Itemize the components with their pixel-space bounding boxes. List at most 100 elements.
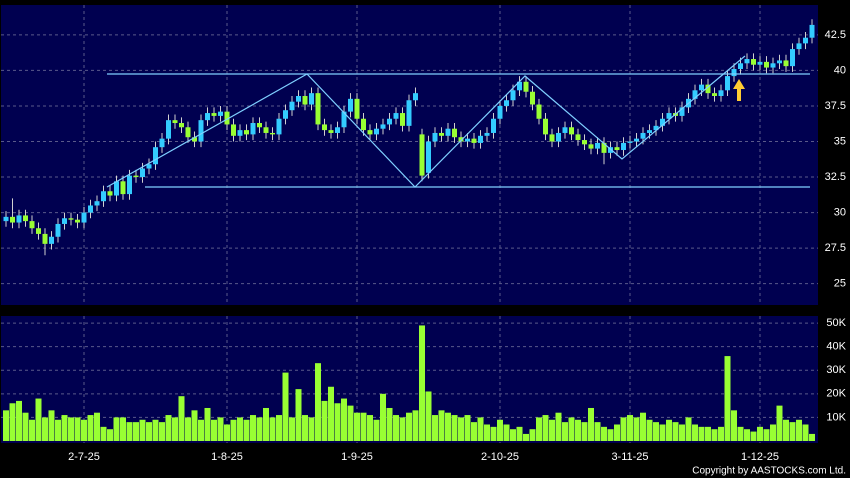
volume-bar (347, 405, 354, 441)
volume-bar (74, 417, 81, 441)
volume-bar (393, 415, 399, 441)
volume-bar (276, 415, 282, 441)
volume-bar (490, 426, 497, 441)
volume-bar (471, 422, 477, 441)
y-tick-label: 35 (834, 135, 846, 147)
volume-bar (620, 417, 627, 441)
volume-bar (789, 422, 796, 441)
candle-body (270, 132, 275, 135)
candle-body (166, 120, 171, 139)
candle-body (660, 118, 665, 126)
price-panel (1, 5, 818, 305)
candle-body (582, 140, 587, 145)
volume-bar (451, 415, 458, 441)
volume-bar (737, 426, 744, 441)
x-tick-label: 1-12-25 (741, 451, 779, 463)
candle-body (88, 205, 93, 213)
volume-bar (61, 415, 68, 441)
candle-body (367, 130, 373, 135)
y-tick-label: 42.5 (825, 29, 846, 41)
candle-body (536, 104, 542, 119)
candle-body (744, 59, 750, 64)
candle-body (413, 93, 418, 101)
y-tick-label: 32.5 (825, 171, 846, 183)
candle-body (315, 93, 321, 125)
candle-body (445, 128, 451, 136)
candle-body (36, 228, 41, 234)
volume-bar (750, 431, 757, 441)
candle-body (439, 132, 444, 136)
volume-bar (510, 429, 516, 441)
volume-bar (360, 412, 367, 441)
candle-body (679, 107, 685, 116)
candle-body (354, 98, 360, 119)
volume-bar (672, 422, 679, 441)
candle-body (809, 24, 815, 38)
candle-body (588, 144, 594, 149)
candle-body (569, 127, 574, 135)
candle-body (725, 76, 730, 91)
volume-bar (783, 419, 789, 441)
candle-body (608, 147, 613, 153)
candle-body (75, 219, 80, 223)
y-tick-label: 40 (834, 64, 846, 76)
volume-bar (594, 422, 601, 441)
volume-bar (146, 422, 152, 441)
y-tick-label: 25 (834, 278, 846, 290)
candle-body (783, 60, 789, 67)
candle-body (276, 118, 282, 135)
candle-body (120, 181, 126, 195)
candle-body (426, 141, 431, 173)
y-tick-label: 30K (826, 364, 846, 376)
y-tick-label: 30 (834, 206, 846, 218)
candle-body (647, 130, 652, 133)
candle-body (289, 101, 295, 111)
candle-body (192, 137, 197, 142)
candle-body (341, 111, 347, 128)
volume-bar (204, 407, 211, 441)
volume-bar (35, 398, 42, 441)
volume-bar (419, 325, 425, 441)
volume-bar (633, 417, 640, 441)
volume-bar (237, 417, 243, 441)
volume-bar (16, 400, 22, 441)
volume-bar (562, 422, 568, 441)
volume-bar (191, 410, 198, 441)
volume-bar (464, 415, 471, 441)
volume-bar (198, 419, 204, 441)
trend-lines (106, 55, 810, 188)
candle-body (224, 111, 230, 125)
candle-body (803, 37, 808, 44)
volume-bar (282, 372, 289, 441)
volume-bar (542, 415, 549, 441)
candle-body (10, 216, 15, 223)
candle-body (562, 127, 568, 133)
volume-bar (529, 429, 536, 441)
volume-bar (100, 426, 107, 441)
volume-bar (295, 389, 302, 441)
signal-arrow (733, 79, 745, 101)
volume-bar (341, 398, 347, 441)
candle-body (530, 91, 535, 105)
candle-body (738, 63, 743, 69)
volume-bar (432, 415, 438, 441)
candle-body (692, 90, 698, 99)
volume-bar (425, 391, 432, 441)
candle-body (231, 124, 236, 136)
volume-bar (607, 429, 614, 441)
candle-body (640, 132, 646, 139)
volume-bar (94, 412, 100, 441)
volume-bar (269, 417, 276, 441)
candle-body (595, 142, 600, 149)
candle-body (114, 181, 119, 196)
volume-bar (536, 417, 542, 441)
candle-body (172, 120, 178, 124)
candle-body (296, 95, 301, 102)
candle-body (140, 168, 145, 178)
candle-body (796, 43, 802, 50)
candle-body (510, 90, 516, 101)
candle-body (237, 130, 243, 136)
candle-body (517, 81, 522, 91)
volume-bar (42, 417, 48, 441)
